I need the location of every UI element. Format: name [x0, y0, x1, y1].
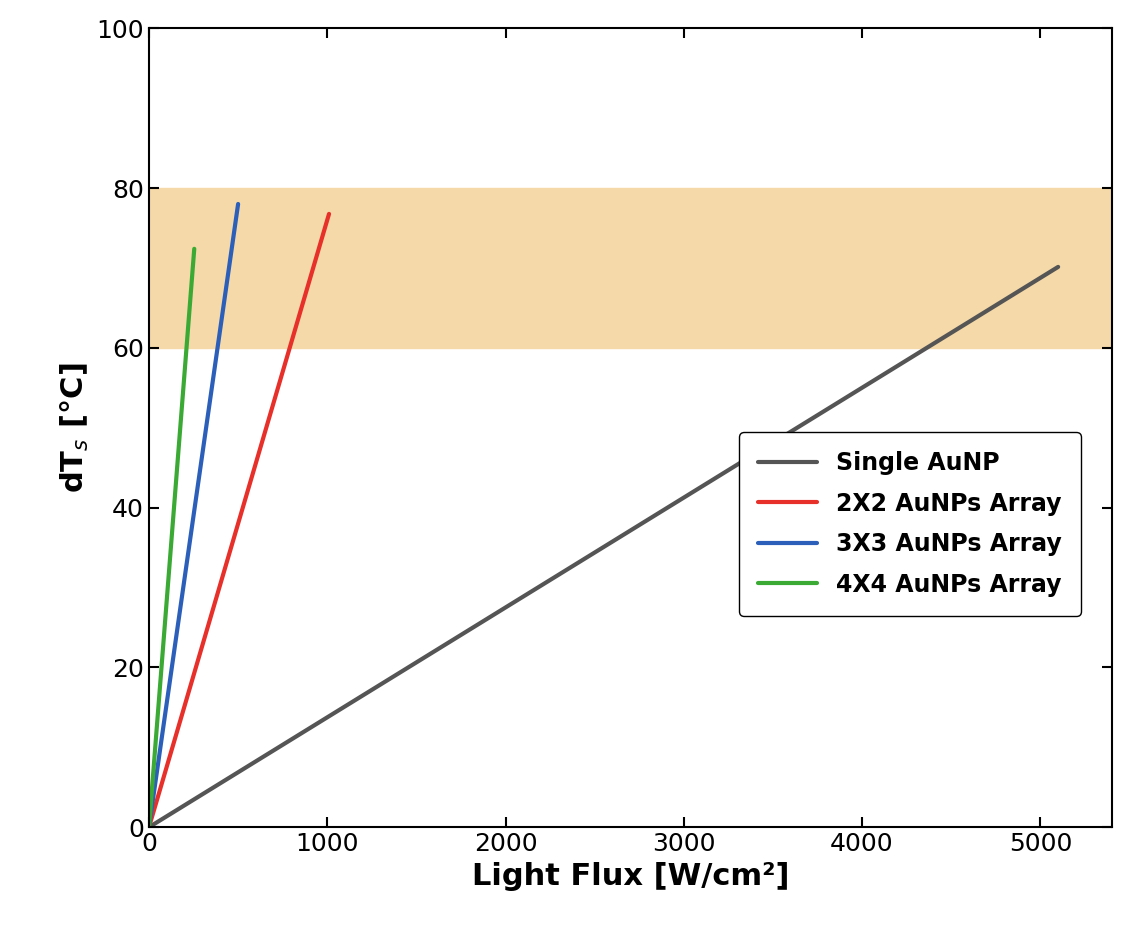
2X2 AuNPs Array — [142, 822, 156, 833]
Single AuNP — [634, 518, 647, 529]
3X3 AuNPs Array — [185, 522, 198, 533]
4X4 AuNPs Array — [170, 478, 183, 489]
2X2 AuNPs Array — [229, 526, 243, 538]
2X2 AuNPs Array — [322, 209, 336, 220]
Y-axis label: dT$_s$ [°C]: dT$_s$ [°C] — [58, 363, 91, 493]
X-axis label: Light Flux [W/cm²]: Light Flux [W/cm²] — [471, 862, 790, 890]
Single AuNP — [683, 488, 697, 499]
Single AuNP — [887, 362, 901, 373]
Single AuNP — [1029, 274, 1043, 286]
4X4 AuNPs Array — [188, 243, 202, 255]
4X4 AuNPs Array — [187, 257, 201, 268]
2X2 AuNPs Array — [317, 223, 331, 234]
Line: 4X4 AuNPs Array: 4X4 AuNPs Array — [149, 249, 195, 827]
Single AuNP — [142, 822, 156, 833]
4X4 AuNPs Array — [142, 822, 156, 833]
3X3 AuNPs Array — [142, 822, 156, 833]
Single AuNP — [1051, 261, 1065, 273]
2X2 AuNPs Array — [250, 457, 264, 468]
3X3 AuNPs Array — [185, 525, 198, 537]
3X3 AuNPs Array — [229, 213, 243, 225]
3X3 AuNPs Array — [195, 450, 209, 462]
4X4 AuNPs Array — [164, 543, 178, 555]
4X4 AuNPs Array — [166, 509, 180, 520]
Line: 3X3 AuNPs Array: 3X3 AuNPs Array — [149, 204, 238, 827]
Single AuNP — [574, 556, 588, 567]
Line: 2X2 AuNPs Array: 2X2 AuNPs Array — [149, 214, 329, 827]
3X3 AuNPs Array — [215, 311, 229, 322]
4X4 AuNPs Array — [179, 348, 193, 359]
Line: Single AuNP: Single AuNP — [149, 267, 1058, 827]
3X3 AuNPs Array — [190, 484, 204, 495]
Legend: Single AuNP, 2X2 AuNPs Array, 3X3 AuNPs Array, 4X4 AuNPs Array: Single AuNP, 2X2 AuNPs Array, 3X3 AuNPs … — [739, 432, 1081, 616]
Single AuNP — [580, 552, 594, 563]
Bar — [149, 188, 1112, 348]
4X4 AuNPs Array — [164, 547, 178, 558]
2X2 AuNPs Array — [228, 530, 242, 541]
3X3 AuNPs Array — [231, 198, 245, 210]
2X2 AuNPs Array — [290, 319, 304, 330]
2X2 AuNPs Array — [240, 490, 253, 501]
